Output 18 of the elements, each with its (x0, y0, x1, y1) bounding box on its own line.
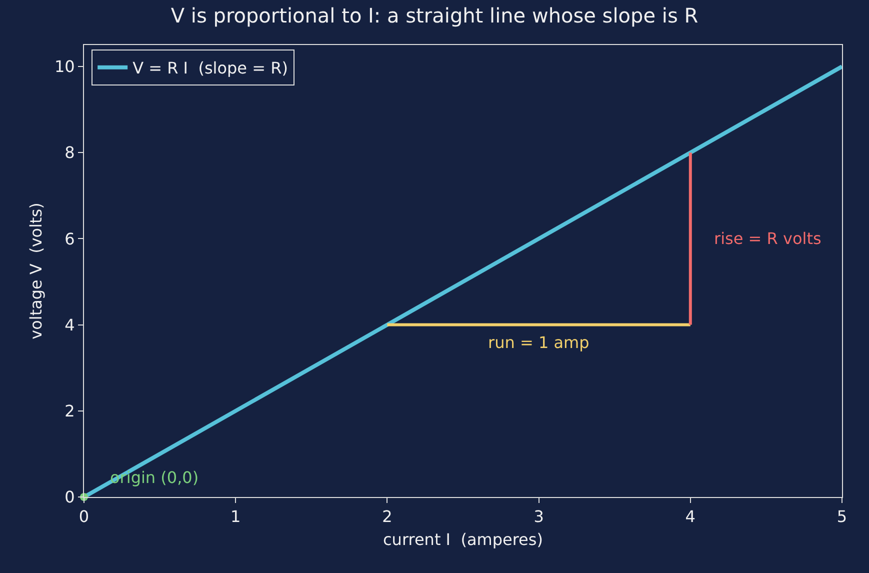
y-tick-label: 2 (64, 402, 75, 420)
y-tick-label: 0 (64, 488, 75, 507)
chart-title: V is proportional to I: a straight line whose slope is R (170, 4, 698, 28)
y-axis-title: voltage V (volts) (26, 202, 46, 340)
x-tick-label: 2 (382, 507, 392, 526)
x-tick-label: 3 (534, 507, 544, 526)
annotation: run = 1 amp (488, 333, 590, 352)
y-tick-label: 10 (54, 57, 75, 76)
legend-label: V = R I (slope = R) (132, 58, 288, 78)
annotation: rise = R volts (714, 229, 822, 248)
x-tick-label: 5 (836, 507, 848, 526)
x-tick-label: 4 (685, 507, 696, 526)
y-tick-label: 6 (64, 229, 75, 248)
x-axis-title: current I (amperes) (383, 530, 543, 549)
y-tick-label: 4 (64, 315, 75, 334)
x-tick-label: 0 (78, 507, 90, 526)
x-tick-label: 1 (230, 507, 241, 526)
y-tick-label: 8 (64, 143, 75, 162)
